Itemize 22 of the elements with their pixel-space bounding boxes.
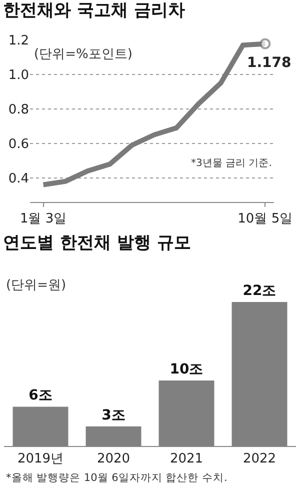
chart-title: 한전채와 국고채 금리차 (3, 0, 185, 20)
x-tick-label: 2020 (96, 452, 130, 467)
data-label: 22조 (242, 283, 276, 299)
y-tick-label: 0.4 (8, 171, 29, 186)
y-tick-label: 0.8 (8, 102, 29, 118)
y-tick-label: 0.6 (8, 136, 29, 152)
x-tick-label: 1월 3일 (20, 212, 67, 227)
data-label: 6조 (28, 388, 52, 404)
x-tick-label: 10월 5일 (238, 212, 293, 227)
data-label: 10조 (170, 362, 204, 378)
y-tick-label: 1.2 (8, 34, 29, 49)
chart-title: 연도별 한전채 발행 규모 (3, 232, 191, 253)
annotation: *3년물 금리 기준. (191, 158, 272, 169)
data-label: 1.178 (247, 55, 292, 71)
x-tick-label: 2021 (170, 452, 204, 467)
x-tick-label: 2022 (242, 452, 276, 467)
text: *올해 발행량은 10월 6일자까지 합산한 수치. (6, 472, 228, 484)
annotation: (단위=%포인트) (34, 47, 132, 62)
y-tick-label: 1.0 (8, 68, 29, 84)
data-label: 3조 (102, 407, 126, 424)
x-tick-label: 2019년 (17, 452, 64, 467)
text: (단위=원) (6, 278, 66, 293)
